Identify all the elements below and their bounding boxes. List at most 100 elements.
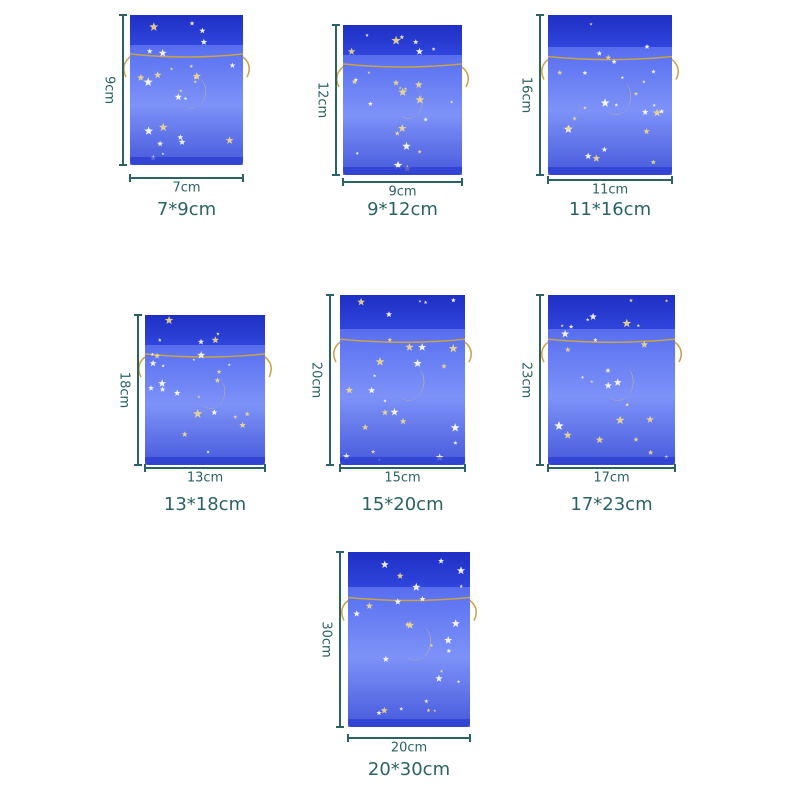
- star: [345, 386, 354, 394]
- star: [368, 386, 376, 394]
- star: [563, 430, 572, 439]
- star: [613, 378, 622, 386]
- drawstring: [541, 338, 682, 363]
- star: [227, 363, 231, 367]
- height-label: 23cm: [519, 362, 534, 398]
- star: [450, 297, 456, 303]
- star: [423, 117, 428, 122]
- star: [403, 87, 408, 91]
- star: [572, 116, 577, 121]
- star: [413, 359, 422, 367]
- star: [554, 421, 564, 430]
- star: [564, 346, 571, 353]
- star: [367, 71, 371, 74]
- star: [451, 619, 460, 628]
- star: [394, 598, 402, 605]
- bag-body: [548, 295, 675, 465]
- star: [392, 79, 400, 86]
- star: [568, 324, 574, 329]
- star: [450, 100, 454, 104]
- star: [355, 151, 359, 155]
- star: [216, 369, 222, 374]
- star: [589, 312, 597, 320]
- star: [192, 72, 201, 80]
- bag: [333, 295, 472, 465]
- height-label: 9cm: [102, 76, 117, 104]
- star: [614, 103, 619, 107]
- star: [189, 64, 194, 68]
- star: [600, 98, 610, 107]
- star: [361, 423, 369, 431]
- star: [415, 47, 424, 55]
- width-label: 9cm: [388, 185, 416, 200]
- star: [161, 152, 165, 156]
- star: [444, 636, 453, 644]
- star: [399, 34, 405, 40]
- star: [144, 126, 153, 135]
- height-label: 18cm: [117, 372, 132, 408]
- star: [382, 655, 390, 662]
- star: [423, 300, 428, 304]
- star: [650, 159, 656, 165]
- bag-bottom: [130, 157, 243, 165]
- star: [605, 54, 612, 60]
- star: [438, 557, 445, 564]
- star: [393, 160, 403, 170]
- drawstring: [341, 596, 477, 621]
- size-caption: 9*12cm: [367, 199, 438, 220]
- star: [211, 409, 218, 416]
- star: [383, 399, 387, 403]
- star: [158, 49, 167, 57]
- star: [647, 449, 654, 455]
- star: [372, 374, 377, 378]
- star: [206, 450, 210, 454]
- drawstring: [333, 338, 472, 363]
- star: [396, 572, 404, 579]
- bag-body: [548, 15, 672, 175]
- star: [375, 357, 385, 366]
- bag: [541, 295, 682, 465]
- star: [595, 435, 604, 444]
- bag-top: [145, 315, 265, 345]
- star: [351, 78, 358, 85]
- star: [596, 50, 603, 56]
- star: [149, 359, 157, 367]
- star: [380, 706, 388, 714]
- star: [399, 417, 407, 425]
- star: [560, 324, 564, 328]
- star: [157, 338, 162, 342]
- star: [583, 105, 587, 110]
- width-label: 15cm: [384, 471, 420, 486]
- star: [414, 80, 423, 89]
- star: [353, 610, 361, 617]
- star: [178, 138, 186, 145]
- drawstring: [541, 55, 679, 80]
- star: [146, 48, 153, 54]
- star: [584, 152, 592, 160]
- star: [633, 91, 639, 96]
- bag-top: [548, 15, 672, 47]
- bag: [541, 15, 679, 175]
- bag-bottom: [348, 719, 470, 727]
- star: [642, 108, 649, 115]
- star: [439, 669, 444, 673]
- star: [622, 318, 632, 328]
- star: [197, 338, 204, 345]
- bag-bottom: [548, 457, 675, 465]
- size-caption: 20*30cm: [368, 759, 450, 780]
- bag-bottom: [343, 167, 462, 175]
- height-label: 20cm: [309, 362, 324, 398]
- star: [179, 89, 183, 93]
- star: [216, 332, 220, 336]
- size-caption: 15*20cm: [361, 494, 443, 515]
- star: [367, 101, 373, 106]
- star: [390, 408, 399, 416]
- star: [398, 87, 408, 96]
- bag-body: [348, 552, 470, 727]
- star: [406, 620, 415, 629]
- star: [605, 367, 611, 373]
- star: [625, 402, 630, 407]
- star: [419, 595, 426, 602]
- star: [225, 136, 234, 144]
